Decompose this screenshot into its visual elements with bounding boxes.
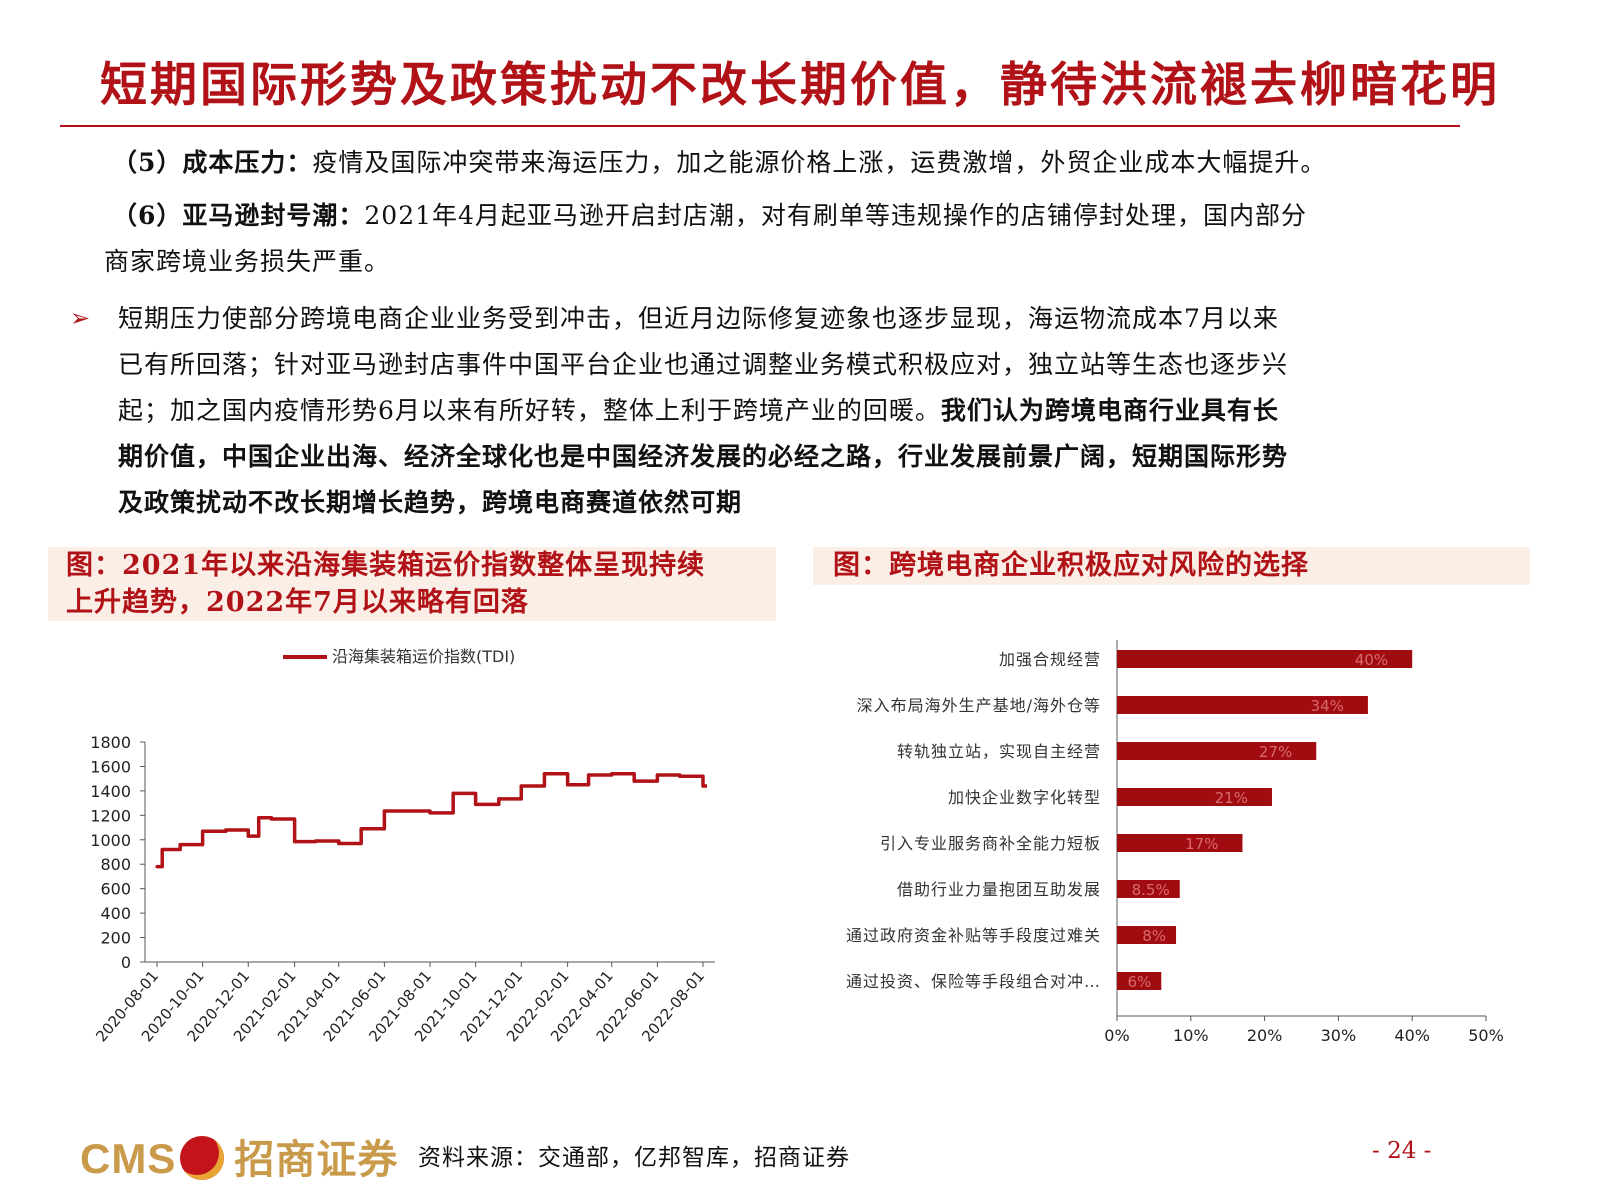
coping-bar-chart: 加强合规经营 40% 深入布局海外生产基地/海外仓等 34% 转轨独立站，实现自主经营 2… [846,640,1504,1045]
category-label: 加快企业数字化转型 [948,788,1101,807]
data-point [201,829,205,833]
x-tick-label: 20% [1247,1026,1283,1045]
y-tick-label: 1800 [90,733,131,752]
logo-emblem-icon [180,1135,225,1180]
legend-label: 沿海集装箱运价指数(TDI) [332,647,515,666]
y-tick-label: 400 [100,904,131,923]
item-amazon: （6）亚马逊封号潮：2021年4月起亚马逊开启封店潮，对有刷单等违规操作的店铺停… [112,193,1307,239]
bullet-line-3-text: 起；加之国内疫情形势6月以来有所好转，整体上利于跨境产业的回暖。 [118,396,941,425]
bar [1117,972,1162,990]
y-tick-label: 1600 [90,757,131,776]
bar [1117,742,1317,760]
category-label: 通过投资、保险等手段组合对冲… [846,972,1101,991]
data-point [313,839,318,843]
y-tick-label: 0 [121,953,131,972]
item-label: （5）成本压力： [112,148,313,177]
x-tick-label: 40% [1394,1026,1430,1045]
bar-data-label: 8% [1142,927,1166,945]
category-label: 转轨独立站，实现自主经营 [897,742,1101,761]
bullet-line-1: 短期压力使部分跨境电商企业业务受到冲击，但近月边际修复迹象也逐步显现，海运物流成… [118,304,1279,333]
cms-logo: CMS 招商证券 [80,1127,398,1185]
bullet-line-3: 起；加之国内疫情形势6月以来有所好转，整体上利于跨境产业的回暖。我们认为跨境电商… [118,388,1279,434]
x-tick-label: 0% [1104,1026,1129,1045]
data-point [246,834,250,838]
bar-data-label: 34% [1311,697,1344,715]
bullet-line-3-bold: 我们认为跨境电商行业具有长 [940,396,1279,425]
item-text: 疫情及国际冲突带来海运压力，加之能源价格上涨，运费激增，外贸企业成本大幅提升。 [312,148,1327,177]
data-point [678,774,682,778]
data-point [359,827,363,831]
source-note: 资料来源：交通部，亿邦智库，招商证券 [418,1145,850,1171]
category-label: 引入专业服务商补全能力短板 [880,834,1101,853]
item-text: 2021年4月起亚马逊开启封店潮，对有刷单等违规操作的店铺停封处理，国内部分 [364,201,1307,230]
title-divider [60,125,1460,127]
y-tick-label: 800 [100,855,131,874]
data-point [519,784,523,788]
bar-data-label: 17% [1185,835,1218,853]
tdi-line-chart: 沿海集装箱运价指数(TDI) 0 200 400 600 800 1000 1200 1400 1… [90,647,715,1045]
bar [1117,788,1272,806]
category-label: 加强合规经营 [999,650,1101,669]
y-tick-label: 1200 [90,806,131,825]
bar [1117,834,1243,852]
y-tick-label: 1400 [90,782,131,801]
page-title: 短期国际形势及政策扰动不改长期价值，静待洪流褪去柳暗花明 [100,58,1500,113]
bar [1117,926,1177,944]
bar [1117,696,1368,714]
bar-data-label: 40% [1355,651,1388,669]
item-cost-pressure: （5）成本压力：疫情及国际冲突带来海运压力，加之能源价格上涨，运费激增，外贸企业… [112,140,1326,186]
caption-line-1: 图：2021年以来沿海集装箱运价指数整体呈现持续 [66,550,706,581]
caption-line-2: 上升趋势，2022年7月以来略有回落 [66,587,529,618]
left-figure-caption: 图：2021年以来沿海集装箱运价指数整体呈现持续 上升趋势，2022年7月以来略… [48,547,776,621]
category-label: 借助行业力量抱团互助发展 [897,880,1101,899]
item-label: （6）亚马逊封号潮： [112,201,365,230]
y-tick-label: 200 [100,929,131,948]
data-point [224,828,228,832]
data-point [405,809,409,813]
data-point [497,797,501,801]
category-label: 深入布局海外生产基地/海外仓等 [857,696,1101,715]
data-point [566,783,570,787]
right-figure-caption: 图：跨境电商企业积极应对风险的选择 [813,547,1530,585]
data-point [382,809,386,813]
series-line-tdi [157,772,707,869]
y-tick-label: 1000 [90,831,131,850]
data-point [269,817,274,821]
data-point [160,847,164,852]
page-number: - 24 - [1372,1138,1432,1164]
bullet-line-5: 及政策扰动不改长期增长趋势，跨境电商赛道依然可期 [118,488,743,517]
bar [1117,650,1413,668]
data-point [337,841,341,846]
x-tick-label: 30% [1321,1026,1357,1045]
logo-text: CMS [80,1135,177,1182]
data-point [655,773,659,777]
y-tick-label: 600 [100,880,131,899]
data-point [257,816,261,820]
data-point [428,811,432,815]
x-tick-label: 50% [1468,1026,1504,1045]
data-point [542,772,547,776]
bullet-line-4: 期价值，中国企业出海、经济全球化也是中国经济发展的必经之路，行业发展前景广阔，短… [118,442,1289,471]
data-point [155,865,159,869]
logo-cn-text: 招商证券 [234,1136,399,1183]
bar-data-label: 21% [1215,789,1248,807]
data-point [586,773,591,777]
data-point [451,791,455,795]
data-point [293,840,297,844]
category-label: 通过政府资金补贴等手段度过难关 [846,926,1101,945]
bar-data-label: 8.5% [1132,881,1170,899]
data-point [610,772,614,776]
x-tick-label: 10% [1173,1026,1209,1045]
data-point [632,779,636,783]
data-point [701,784,705,788]
data-point [474,802,478,806]
item-amazon-line2: 商家跨境业务损失严重。 [104,247,391,276]
bullet-line-2: 已有所回落；针对亚马逊封店事件中国平台企业也通过调整业务模式积极应对，独立站等生… [118,350,1289,379]
bar-data-label: 6% [1127,973,1151,991]
bullet-arrow-icon: ➢ [70,304,91,332]
bar-data-label: 27% [1259,743,1292,761]
data-point [178,843,182,847]
bar [1117,880,1180,898]
